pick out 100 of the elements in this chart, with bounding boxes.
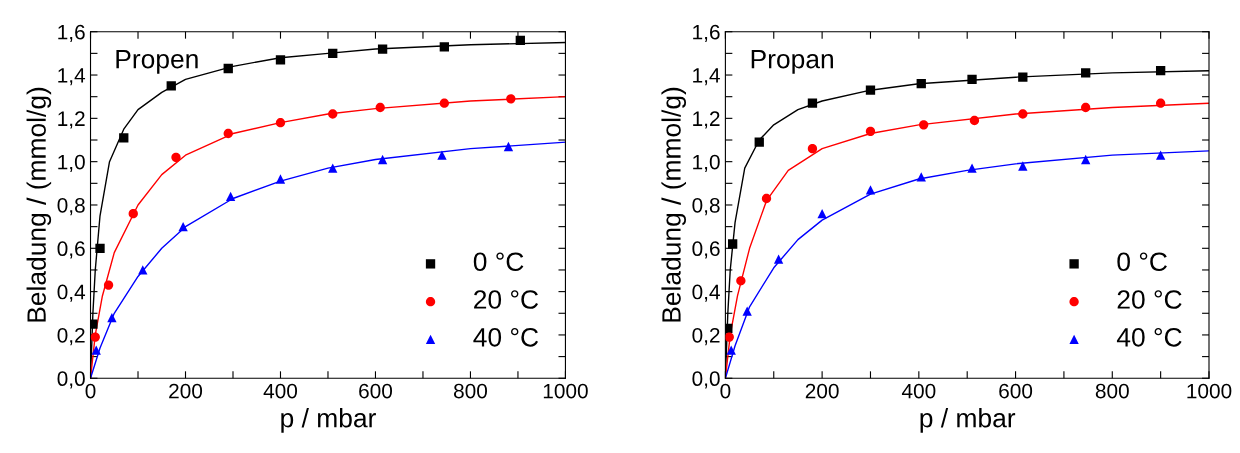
point <box>919 120 929 130</box>
point <box>761 193 772 204</box>
x-tick-label: 400 <box>901 383 936 399</box>
point <box>1018 72 1028 82</box>
point <box>754 137 764 147</box>
x-tick-label: 1000 <box>543 383 588 399</box>
x-tick-label: 800 <box>1095 383 1129 399</box>
x-tick-label: 1000 <box>1187 383 1232 399</box>
annotation: Propen <box>116 50 198 74</box>
point <box>728 239 738 249</box>
y-tick-label: 1,4 <box>693 68 720 86</box>
point <box>503 141 514 152</box>
point <box>328 109 338 119</box>
y-tick-label: 0,6 <box>692 241 720 259</box>
point <box>726 345 736 355</box>
legend-label: 40 °C <box>1116 327 1182 347</box>
y-tick-label: 0,8 <box>57 197 85 216</box>
y-tick-label: 0,4 <box>57 284 86 302</box>
point <box>865 85 876 95</box>
legend-label: 40 °C <box>473 327 539 347</box>
point <box>377 44 388 54</box>
point <box>119 133 129 143</box>
point <box>90 332 100 342</box>
point <box>916 79 926 89</box>
point <box>437 150 447 160</box>
point <box>128 208 138 219</box>
x-tick-label: 600 <box>999 383 1033 399</box>
point <box>275 174 286 184</box>
point <box>1081 68 1091 78</box>
x-tick-label: 200 <box>805 383 839 399</box>
y-tick-label: 0,0 <box>57 371 85 389</box>
point <box>439 98 449 108</box>
point <box>138 265 148 275</box>
x-axis-title: p / mbar <box>281 408 376 433</box>
y-tick-label: 1,2 <box>58 111 85 129</box>
point <box>223 63 233 74</box>
point <box>736 276 746 286</box>
point <box>223 128 233 139</box>
point <box>1018 161 1028 171</box>
point <box>107 312 117 323</box>
point <box>275 55 286 65</box>
x-tick-label: 400 <box>263 383 298 399</box>
point <box>275 118 286 128</box>
point <box>103 280 114 290</box>
x-tick-label: 200 <box>169 383 203 399</box>
point <box>178 221 188 232</box>
point <box>1155 150 1166 160</box>
point <box>166 81 176 91</box>
legend-label: 0 °C <box>1117 252 1167 272</box>
y-tick-label: 0,2 <box>57 327 85 346</box>
point <box>1018 109 1028 119</box>
point <box>1155 98 1166 108</box>
point <box>90 319 98 329</box>
point <box>225 191 236 201</box>
x-tick-label: 600 <box>359 383 393 399</box>
y-tick-label: 0,8 <box>692 197 720 216</box>
y-tick-label: 1,2 <box>693 111 720 129</box>
point <box>1081 102 1091 113</box>
y-tick-label: 0,0 <box>692 371 720 389</box>
y-tick-label: 0,4 <box>692 284 720 302</box>
legend-label: 20 °C <box>1117 290 1182 309</box>
point <box>1081 154 1091 165</box>
y-tick-label: 1,0 <box>693 154 720 172</box>
point <box>1155 66 1166 76</box>
y-tick-label: 1,6 <box>58 24 85 42</box>
point <box>439 42 449 52</box>
legend-label: 20 °C <box>474 290 539 309</box>
point <box>967 163 977 173</box>
point <box>725 332 734 342</box>
point <box>807 98 818 108</box>
y-tick-label: 1,0 <box>58 154 85 172</box>
point <box>377 154 388 165</box>
y-tick-label: 0,2 <box>692 327 720 346</box>
x-axis-title: p / mbar <box>920 408 1016 433</box>
point <box>328 163 338 173</box>
point <box>171 152 181 162</box>
point <box>807 144 818 154</box>
y-tick-label: 1,6 <box>693 24 720 42</box>
x-tick-label: 0 <box>720 383 731 399</box>
point <box>865 185 876 195</box>
x-tick-label: 800 <box>453 383 488 399</box>
point <box>742 306 752 316</box>
y-tick-label: 1,4 <box>58 68 86 86</box>
point <box>91 345 101 355</box>
point <box>506 94 516 104</box>
point <box>817 208 827 219</box>
point <box>773 254 784 264</box>
y-axis-title: Beladung / (mmol/g) <box>661 87 687 322</box>
point <box>967 74 977 85</box>
annotation: Propan <box>751 50 833 74</box>
point <box>95 243 105 253</box>
point <box>969 115 980 126</box>
point <box>515 35 525 46</box>
x-tick-label: 0 <box>85 383 96 399</box>
point <box>328 48 338 59</box>
point <box>375 102 385 113</box>
legend-label: 0 °C <box>473 252 524 272</box>
y-axis-title: Beladung / (mmol/g) <box>26 87 52 322</box>
y-tick-label: 0,6 <box>57 241 85 259</box>
point <box>865 126 876 136</box>
